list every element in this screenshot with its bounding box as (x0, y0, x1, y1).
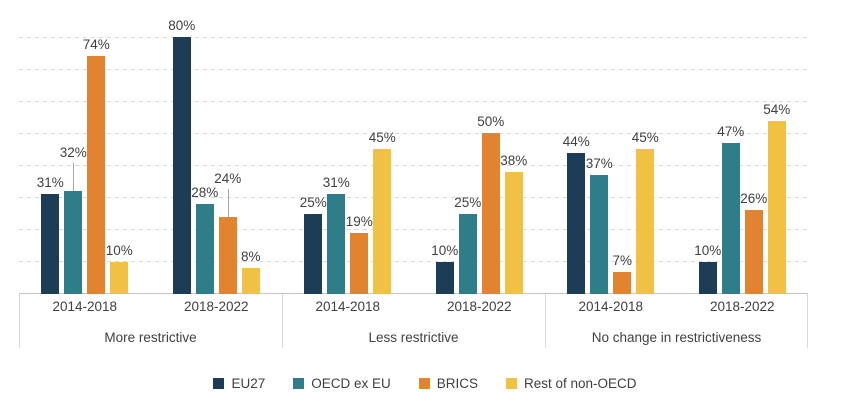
value-label: 45% (368, 130, 396, 145)
value-label: 74% (82, 37, 110, 52)
x-axis-line (19, 293, 808, 294)
value-label: 37% (585, 156, 613, 171)
legend-swatch-rest-of-non-oecd (506, 377, 518, 389)
value-label: 31% (322, 175, 350, 190)
bar-oecd-ex-eu-2018-2022-47pct (721, 143, 740, 294)
axis-group-2: 2014-2018 2018-2022 Less restrictive (282, 294, 545, 350)
bar-rest-of-non-oecd-2014-2018-10pct (110, 262, 129, 294)
gridline-30pct (19, 197, 808, 199)
period-label: 2018-2022 (183, 299, 249, 314)
axis-separator-0 (19, 294, 20, 348)
period-label: 2018-2022 (446, 299, 512, 314)
value-label: 24% (214, 171, 242, 186)
bar-eu27-2018-2022-80pct (172, 37, 191, 294)
bar-brics-2018-2022-26pct (744, 210, 763, 294)
value-label: 50% (477, 114, 505, 129)
category-axis: 2014-2018 2018-2022 More restrictive 2014-2… (19, 294, 808, 350)
bar-oecd-ex-eu-2018-2022-28pct (195, 204, 214, 294)
axis-separator-1 (282, 294, 283, 348)
group-label: No change in restrictiveness (591, 330, 762, 345)
bar-oecd-ex-eu-2014-2018-37pct (590, 175, 609, 294)
value-callout-line (227, 189, 229, 217)
bar-oecd-ex-eu-2018-2022-25pct (458, 214, 477, 294)
group-label: More restrictive (104, 330, 197, 345)
period-label: 2014-2018 (315, 299, 381, 314)
value-label: 28% (191, 185, 219, 200)
gridline-50pct (19, 132, 808, 134)
legend-item-brics: BRICS (418, 375, 479, 391)
legend-label-oecd-ex-eu: OECD ex EU (311, 375, 391, 391)
value-label: 31% (36, 175, 64, 190)
value-label: 8% (240, 249, 261, 264)
bar-rest-of-non-oecd-2018-2022-8pct (241, 268, 260, 294)
bar-brics-2014-2018-74pct (87, 56, 106, 294)
legend-swatch-eu27 (213, 377, 225, 389)
value-label: 80% (168, 18, 196, 33)
value-label: 32% (59, 145, 87, 160)
legend-label-eu27: EU27 (231, 375, 266, 391)
period-label: 2018-2022 (709, 299, 775, 314)
bar-oecd-ex-eu-2014-2018-31pct (327, 194, 346, 294)
legend-swatch-brics (418, 377, 430, 389)
group-label: Less restrictive (368, 330, 459, 345)
legend-label-brics: BRICS (436, 375, 479, 391)
legend: EU27 OECD ex EU BRICS Rest of non-OECD (0, 372, 850, 394)
gridline-10pct (19, 261, 808, 263)
bar-rest-of-non-oecd-2014-2018-45pct (373, 149, 392, 294)
value-callout-line (73, 163, 75, 191)
legend-label-rest-of-non-oecd: Rest of non-OECD (524, 375, 637, 391)
legend-item-rest-of-non-oecd: Rest of non-OECD (506, 376, 637, 391)
gridline-60pct (19, 100, 808, 102)
bar-eu27-2014-2018-25pct (304, 214, 323, 294)
bar-oecd-ex-eu-2014-2018-32pct (64, 191, 83, 294)
legend-item-oecd-ex-eu: OECD ex EU (293, 376, 391, 391)
value-label: 7% (612, 253, 633, 268)
bar-brics-2018-2022-50pct (481, 133, 500, 294)
axis-separator-3 (807, 294, 808, 348)
gridline-40pct (19, 165, 808, 166)
bar-brics-2014-2018-7pct (613, 272, 632, 294)
value-label: 38% (500, 153, 528, 168)
bar-eu27-2018-2022-10pct (435, 262, 454, 294)
gridline-70pct (19, 68, 808, 70)
legend-item-eu27: EU27 (213, 376, 265, 391)
value-label: 10% (105, 243, 133, 258)
bar-rest-of-non-oecd-2014-2018-45pct (636, 149, 655, 294)
bar-eu27-2018-2022-10pct (698, 262, 717, 294)
value-label: 44% (562, 134, 590, 149)
value-label: 10% (431, 243, 459, 258)
axis-group-1: 2014-2018 2018-2022 More restrictive (19, 294, 282, 350)
gridline-20pct (19, 229, 808, 231)
value-label: 26% (740, 191, 768, 206)
period-label: 2014-2018 (52, 299, 118, 314)
value-label: 47% (717, 124, 745, 139)
value-label: 54% (763, 102, 791, 117)
value-label: 19% (345, 214, 373, 229)
bar-rest-of-non-oecd-2018-2022-38pct (504, 172, 523, 294)
plot-area: 31% 32% 74% 10% 80% 28% 24% 8% 25% 31% 19% 45% 10% 25… (19, 0, 808, 294)
bar-brics-2018-2022-24pct (218, 217, 237, 294)
value-label: 25% (454, 195, 482, 210)
bar-eu27-2014-2018-31pct (41, 194, 60, 294)
gridline-80pct (19, 36, 808, 38)
axis-separator-2 (545, 294, 546, 348)
axis-group-3: 2014-2018 2018-2022 No change in restricti… (545, 294, 808, 350)
period-label: 2014-2018 (578, 299, 644, 314)
value-label: 10% (694, 243, 722, 258)
value-label: 25% (299, 195, 327, 210)
bar-brics-2014-2018-19pct (350, 233, 369, 294)
value-label: 45% (631, 130, 659, 145)
bar-eu27-2014-2018-44pct (567, 153, 586, 294)
legend-swatch-oecd-ex-eu (293, 377, 305, 389)
bar-rest-of-non-oecd-2018-2022-54pct (767, 121, 786, 294)
